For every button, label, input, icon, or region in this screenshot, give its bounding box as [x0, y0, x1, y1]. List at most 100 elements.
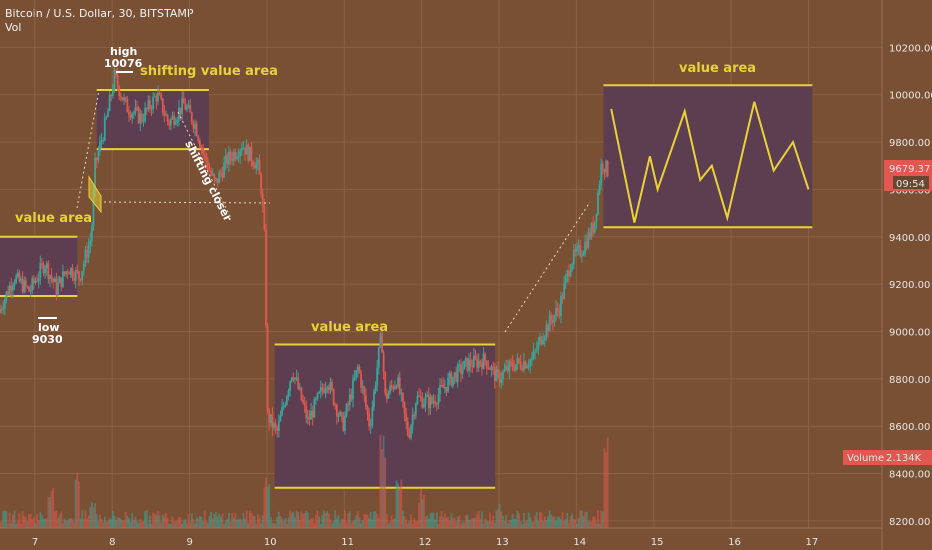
candle-body [205, 154, 208, 163]
candle-body [289, 381, 292, 391]
volume-bar [368, 518, 371, 528]
volume-bar [26, 521, 29, 528]
y-tick-label: 8800.00 [889, 375, 930, 386]
candle-body [508, 361, 511, 372]
candle-body [310, 410, 312, 420]
candle-body [464, 357, 467, 361]
volume-bar [532, 521, 535, 528]
candle-body [111, 89, 114, 96]
volume-bar [163, 515, 166, 528]
volume-bar [493, 523, 496, 528]
candle-body [152, 96, 155, 110]
candle-body [414, 403, 417, 416]
candle-body [161, 98, 164, 114]
candle-body [522, 361, 525, 371]
volume-bar [173, 521, 175, 528]
candle-body [158, 92, 161, 95]
volume-bar [107, 520, 109, 528]
candle-body [539, 336, 541, 342]
candle-body [403, 401, 406, 414]
volume-bar [197, 518, 200, 528]
candle-body [348, 394, 351, 406]
candle-body [371, 407, 374, 426]
volume-bar [147, 523, 150, 528]
volume-bar [574, 519, 577, 528]
volume-bar [2, 510, 5, 528]
volume-bar [89, 506, 92, 528]
candle-body [392, 386, 395, 390]
candle-body [82, 263, 85, 272]
forecast-zigzag-line [610, 101, 810, 223]
volume-bar [326, 511, 329, 528]
volume-bar [239, 518, 242, 528]
volume-bar [485, 520, 488, 528]
volume-bar [68, 518, 71, 528]
candle-body [232, 151, 235, 161]
candle-body [376, 367, 379, 386]
volume-bar [99, 514, 101, 528]
volume-bar [508, 519, 511, 528]
candle-body [49, 275, 51, 279]
last-price-tag: 9679.37 09:54 [884, 160, 932, 191]
candle-body [5, 291, 8, 300]
volume-bar [271, 522, 274, 528]
volume-bar [78, 481, 80, 528]
candle-body [203, 153, 206, 155]
volume-bar [295, 510, 298, 528]
volume-bar [218, 513, 221, 528]
candle-body [345, 404, 348, 417]
candle-body [597, 192, 599, 214]
candle-body [548, 315, 551, 332]
volume-bar [434, 519, 437, 528]
candle-body [510, 361, 512, 363]
volume-bar [363, 513, 366, 528]
volume-bar [11, 514, 14, 528]
candle-body [469, 359, 472, 367]
candle-body [26, 286, 29, 288]
volume-bar [539, 511, 541, 528]
candle-body [400, 392, 403, 394]
candle-body [247, 144, 250, 161]
candle-body [545, 324, 548, 337]
candle-body [526, 366, 528, 369]
volume-bar [384, 458, 387, 528]
volume-bar [247, 522, 250, 528]
candle-body [445, 386, 448, 392]
volume-bar [564, 518, 567, 528]
volume-bar [501, 515, 504, 528]
volume-bar [364, 514, 367, 528]
volume-bar [585, 511, 588, 528]
volume-bar [561, 512, 564, 528]
candle-body [260, 174, 263, 194]
candle-body [418, 395, 420, 397]
volume-bar [553, 516, 556, 528]
volume-bar [231, 512, 234, 528]
candle-body [265, 229, 267, 326]
candle-body [397, 377, 400, 388]
volume-tag-value: 2.134K [886, 453, 922, 464]
volume-bar [178, 516, 180, 528]
candle-body [535, 349, 538, 351]
volume-bar [405, 519, 408, 528]
candle-body [574, 249, 577, 252]
candle-body [213, 174, 216, 180]
volume-bar [377, 517, 380, 528]
volume-bar [350, 522, 353, 528]
candle-body [402, 392, 404, 402]
candle-body [531, 358, 533, 361]
candle-body [163, 113, 166, 116]
volume-indicator-label[interactable]: Vol [5, 21, 22, 34]
chart-header-symbol[interactable]: Bitcoin / U.S. Dollar, 30, BITSTAMP [5, 7, 194, 20]
candle-body [226, 155, 229, 165]
volume-bar [582, 515, 585, 528]
volume-bar [335, 518, 338, 528]
volume-bar [126, 515, 129, 528]
volume-bar [298, 519, 301, 528]
candle-body [176, 119, 179, 123]
candle-body [431, 396, 433, 403]
volume-bar [207, 523, 209, 528]
volume-bar [131, 513, 134, 528]
volume-bar [160, 522, 163, 528]
candle-body [78, 271, 80, 279]
